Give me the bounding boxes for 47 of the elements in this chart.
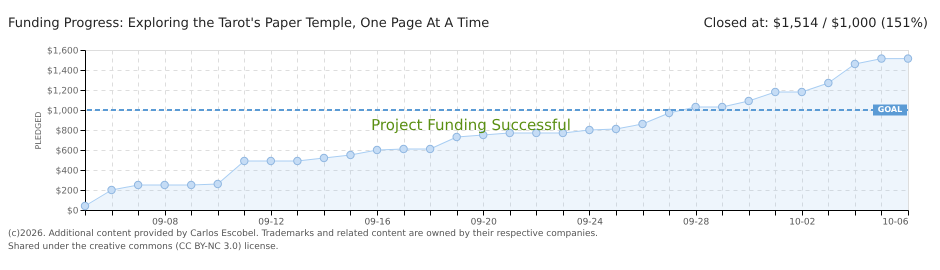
x-tick-label: 09-08 xyxy=(152,218,178,228)
point xyxy=(186,180,196,190)
x-tick-label: 09-16 xyxy=(364,218,391,228)
point xyxy=(399,144,408,154)
point xyxy=(134,180,142,190)
y-tick-label: $1,400 xyxy=(47,66,79,76)
annotation: Project Funding Successful xyxy=(371,116,571,134)
point xyxy=(214,180,222,188)
point xyxy=(798,88,806,96)
y-tick-label: $400 xyxy=(56,166,79,176)
point xyxy=(320,154,328,162)
ref-line-label: GOAL xyxy=(878,105,902,114)
y-tick-label: $1,200 xyxy=(47,86,79,96)
point xyxy=(160,180,169,190)
point xyxy=(240,156,248,166)
point xyxy=(638,120,647,128)
point xyxy=(293,156,302,166)
point xyxy=(904,54,912,63)
x-tick-label: 09-28 xyxy=(683,218,710,228)
x-tick-label: 10-02 xyxy=(789,218,816,228)
y-tick-label: $1,000 xyxy=(47,106,79,116)
point xyxy=(585,126,594,134)
point xyxy=(372,146,382,154)
y-tick-label: $600 xyxy=(56,146,79,156)
y-axis-title: PLEDGED xyxy=(34,112,44,150)
chart-title: Funding Progress: Exploring the Tarot's Paper Temple, One Page At A Time xyxy=(8,16,490,31)
point xyxy=(612,124,620,134)
point xyxy=(771,88,780,96)
point xyxy=(426,144,434,154)
x-tick-label: 09-20 xyxy=(470,218,498,228)
y-tick-label: $800 xyxy=(56,126,79,136)
point xyxy=(107,186,116,194)
point xyxy=(744,96,753,106)
x-tick-label: 09-24 xyxy=(576,218,604,228)
point xyxy=(824,78,833,88)
point xyxy=(850,60,860,68)
x-tick-label: 10-06 xyxy=(882,218,909,228)
y-tick-label: $200 xyxy=(56,186,79,196)
text: (c)2026. Additional content provided by Carlos Escobel. Trademarks and related content are owned by their respective companies. xyxy=(8,229,598,239)
x-tick-label: 09-12 xyxy=(258,218,284,228)
y-tick-label: $1,600 xyxy=(47,46,79,56)
y-tick-label: $0 xyxy=(67,206,79,216)
point xyxy=(266,156,276,166)
point xyxy=(346,150,355,160)
point xyxy=(877,54,886,63)
text: Shared under the creative commons (CC BY-NC 3.0) license. xyxy=(8,242,279,252)
chart-subtitle: Closed at: $1,514 / $1,000 (151%) xyxy=(704,16,928,31)
